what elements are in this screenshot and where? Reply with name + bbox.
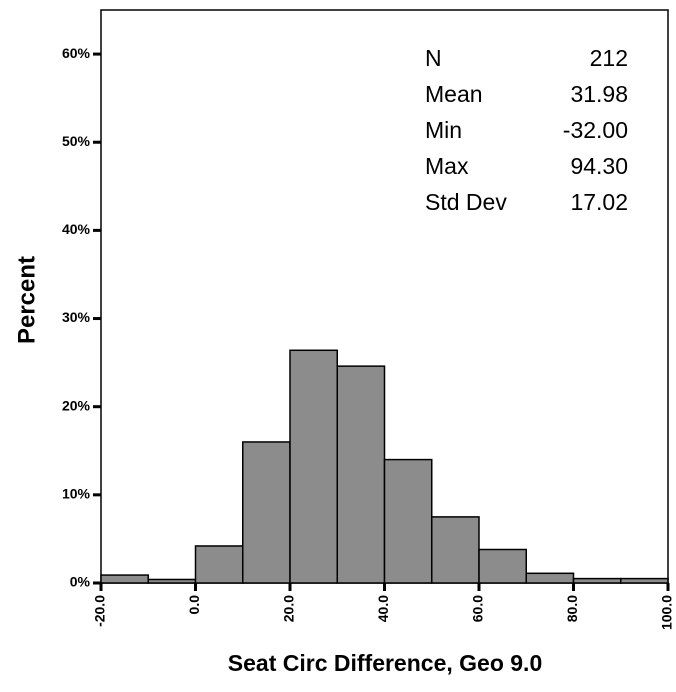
y-tick-label: 10% xyxy=(62,486,91,502)
x-tick-label: 20.0 xyxy=(281,595,297,622)
x-tick-label: 40.0 xyxy=(375,595,391,622)
bar xyxy=(525,572,575,584)
x-tick-label: -20.0 xyxy=(92,595,108,627)
y-axis-label: Percent xyxy=(13,256,40,344)
stat-label: Std Dev xyxy=(425,189,507,215)
bar xyxy=(478,548,527,584)
y-tick-label: 40% xyxy=(62,221,91,237)
bar xyxy=(194,545,244,584)
stat-value: -32.00 xyxy=(563,117,628,143)
stat-label: Max xyxy=(425,153,469,179)
bar xyxy=(100,574,149,584)
y-tick-label: 30% xyxy=(62,309,91,325)
bar xyxy=(620,577,669,584)
bar xyxy=(289,349,338,584)
y-tick-label: 20% xyxy=(62,397,91,413)
bar xyxy=(431,516,480,584)
y-tick-label: 60% xyxy=(62,45,91,61)
stat-value: 94.30 xyxy=(570,153,628,179)
stat-value: 17.02 xyxy=(570,189,628,215)
stat-value: 31.98 xyxy=(570,81,628,107)
bar xyxy=(147,578,197,584)
stat-label: N xyxy=(425,45,442,71)
x-tick-label: 0.0 xyxy=(186,595,202,615)
bar xyxy=(336,365,386,584)
y-tick-label: 50% xyxy=(62,133,91,149)
y-tick-label: 0% xyxy=(70,574,91,590)
stat-value: 212 xyxy=(590,45,628,71)
bar xyxy=(242,441,291,584)
x-tick-label: 100.0 xyxy=(659,595,675,630)
bar xyxy=(383,458,433,584)
x-tick-label: 60.0 xyxy=(470,595,486,622)
x-tick-label: 80.0 xyxy=(564,595,580,622)
stat-label: Mean xyxy=(425,81,483,107)
bar xyxy=(572,577,622,584)
x-axis-label: Seat Circ Difference, Geo 9.0 xyxy=(228,650,542,676)
stat-label: Min xyxy=(425,117,462,143)
